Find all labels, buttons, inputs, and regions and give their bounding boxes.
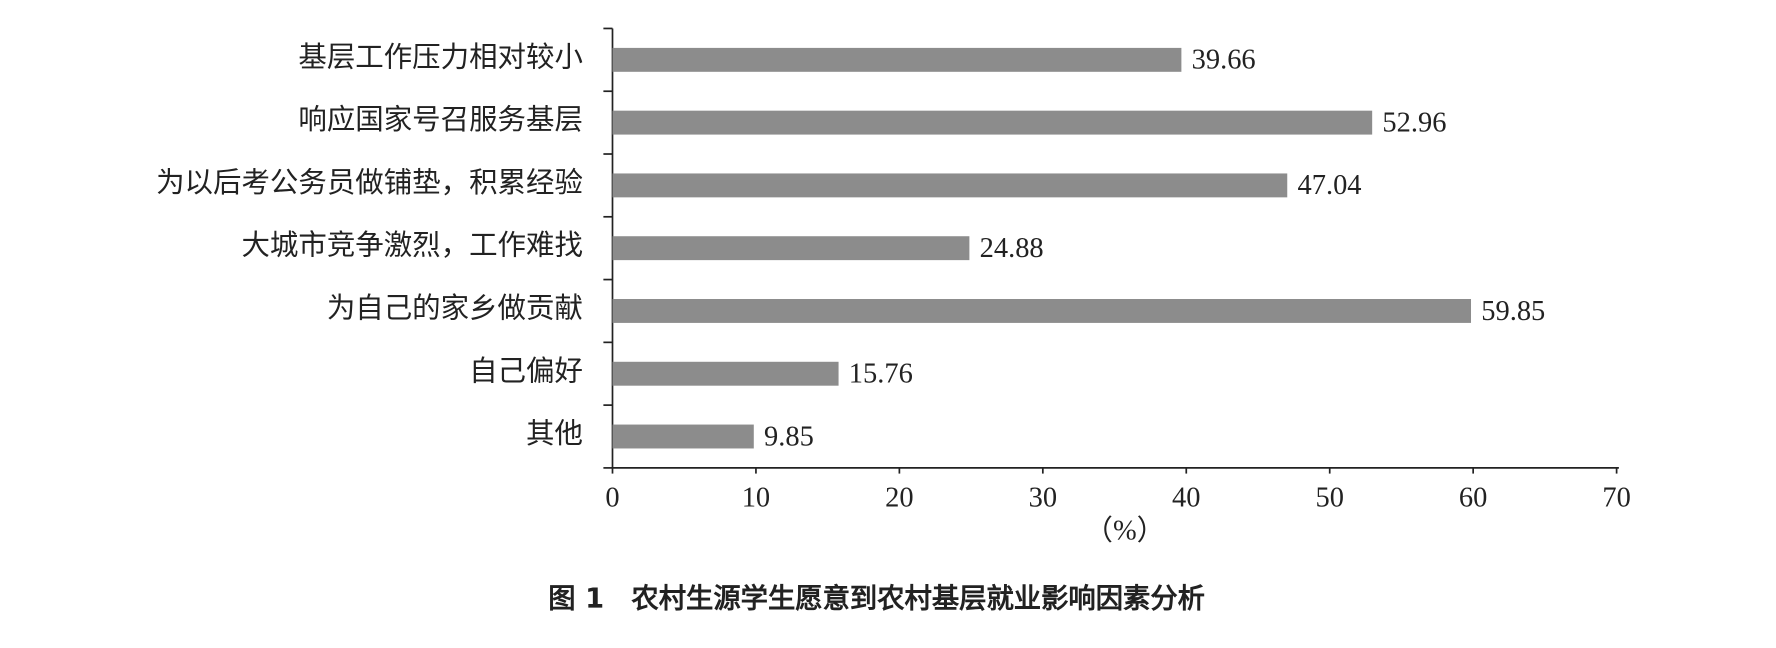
y-tick-label: 其他 [526, 418, 583, 450]
y-tick-label: 为自己的家乡做贡献 [327, 292, 583, 324]
x-tick-label: 10 [742, 482, 770, 513]
chart-title: 图 1 农村生源学生愿意到农村基层就业影响因素分析 [548, 582, 1205, 614]
bar [612, 236, 970, 261]
value-label: 9.85 [764, 421, 814, 452]
bar [612, 299, 1472, 323]
y-tick-label: 为以后考公务员做铺垫，积累经验 [156, 167, 583, 199]
y-tick-label: 基层工作压力相对较小 [298, 41, 583, 73]
bar [612, 361, 839, 386]
value-label: 52.96 [1382, 107, 1446, 138]
x-tick-label: 50 [1315, 482, 1343, 513]
y-tick-label: 大城市竞争激烈，工作难找 [241, 230, 582, 262]
y-tick-label: 响应国家号召服务基层 [298, 104, 583, 136]
y-tick-label: 自己偏好 [469, 355, 583, 387]
x-tick-label: 40 [1172, 482, 1200, 513]
x-axis-label: （%） [1084, 514, 1165, 546]
bar [612, 47, 1182, 72]
value-label: 39.66 [1192, 45, 1256, 76]
bar [612, 424, 754, 449]
value-label: 15.76 [849, 359, 913, 390]
x-tick-label: 0 [605, 482, 619, 513]
value-label: 24.88 [980, 233, 1044, 264]
value-label: 47.04 [1298, 170, 1362, 201]
bar [612, 110, 1373, 135]
x-tick-label: 20 [885, 482, 913, 513]
x-tick-label: 30 [1029, 482, 1057, 513]
value-label: 59.85 [1481, 296, 1545, 327]
x-tick-label: 60 [1459, 482, 1487, 513]
bar [612, 173, 1288, 198]
x-tick-label: 70 [1602, 482, 1630, 513]
